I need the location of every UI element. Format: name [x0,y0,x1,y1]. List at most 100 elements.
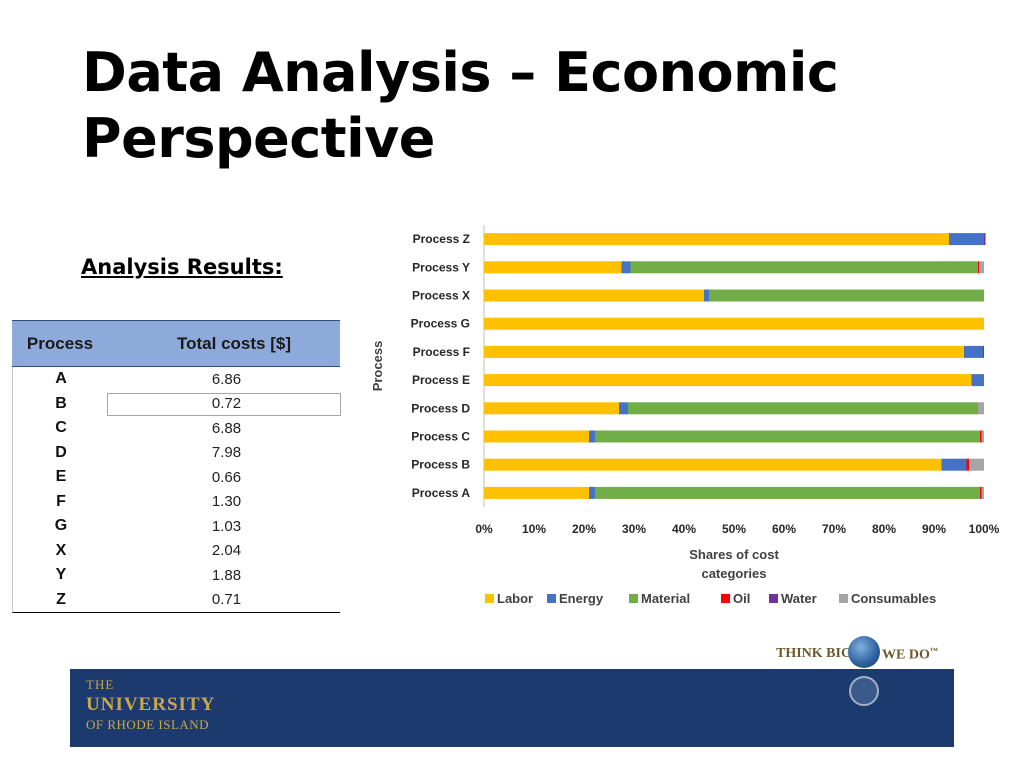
selected-cell-outline[interactable] [107,392,341,416]
x-tick-label: 80% [872,522,896,536]
category-label: Process Z [413,232,470,246]
x-tick-label: 100% [969,522,1000,536]
bar-segment-material [595,430,980,443]
process-cell: E [55,468,67,486]
legend-label: Water [781,591,817,606]
cost-cell: 0.66 [211,468,242,486]
bar-segment-labor [484,345,964,358]
legend-swatch [547,594,556,603]
bar-segment-energy [964,345,983,358]
bar-segment-labor [484,374,972,387]
legend-swatch [629,594,638,603]
category-label: Process B [411,458,470,472]
bar-segment-energy [619,402,628,415]
process-cell: Z [56,590,66,608]
footer-banner: THE UNIVERSITY OF RHODE ISLAND [70,669,954,747]
bar-segment-labor [484,458,942,471]
bar-segment-labor [484,289,704,302]
table-row: Y 1.88 [13,563,340,588]
table-row: F 1.30 [13,490,340,515]
globe-icon [848,636,880,668]
university-seal-icon [849,676,879,706]
tagline-trademark: ™ [929,646,938,655]
bar-segment-consumables [981,430,984,443]
legend-swatch [721,594,730,603]
tagline-we-do: WE DO [882,647,930,663]
cost-cell: 0.72 [211,395,242,413]
header-process: Process [26,333,94,353]
legend-label: Labor [497,591,533,606]
table-header: Process Total costs [$] [12,320,340,367]
process-cell: G [54,517,68,535]
table-row: X 2.04 [13,539,340,564]
x-tick-label: 90% [922,522,946,536]
y-axis-title: Process [370,341,385,392]
category-label: Process F [413,345,470,359]
bar-segment-material [595,486,980,499]
x-tick-label: 70% [822,522,846,536]
bar-segment-labor [484,317,984,330]
legend-swatch [839,594,848,603]
logo-line-university: UNIVERSITY [86,694,216,715]
bar-segment-oil [978,261,979,274]
bar-segment-labor [484,430,589,443]
bar-segment-labor [484,233,949,246]
x-tick-label: 10% [522,522,546,536]
bar-segment-water [981,486,982,499]
cost-cell: 7.98 [211,444,242,462]
logo-line-rhode-island: OF RHODE ISLAND [86,717,210,732]
cost-cell: 1.03 [211,517,242,535]
legend-swatch [769,594,778,603]
table-row: B 0.72 [13,392,341,417]
legend-label: Oil [733,591,750,606]
x-tick-label: 40% [672,522,696,536]
x-axis-title: Shares of cost [689,547,779,562]
x-tick-label: 50% [722,522,746,536]
slide-title: Data Analysis – Economic Perspective [82,41,839,170]
bar-segment-energy [949,233,984,246]
table-row: Z 0.71 [13,588,340,613]
logo-line-the: THE [86,677,115,692]
cost-cell: 1.30 [211,493,242,511]
cost-shares-chart: Process Z Process Y Process X Process G Proc… [370,225,1000,606]
bar-segment-labor [484,486,589,499]
process-cell: D [55,443,67,461]
total-costs-table: Process Total costs [$] A 6.86 B 0.72 C 6.8… [12,320,341,613]
x-tick-label: 60% [772,522,796,536]
bar-segment-labor [484,402,619,415]
bar-segment-energy [589,486,595,499]
bar-segment-energy [971,374,984,387]
cost-cell: 0.71 [211,591,242,609]
cost-cell: 6.88 [211,419,242,437]
bar-segment-energy [589,430,595,443]
bar-segment-water [983,345,984,358]
bar-segment-material [709,289,984,302]
x-axis-title: categories [701,566,766,581]
x-tick-label: 30% [622,522,646,536]
university-logo: THE UNIVERSITY OF RHODE ISLAND [86,677,215,733]
process-cell: C [55,419,67,437]
tagline-think-big: THINK BIG [776,646,852,661]
bar-segment-energy [941,458,967,471]
category-label: Process Y [412,260,470,274]
category-label: Process C [411,430,470,444]
category-label: Process X [412,289,470,303]
bar-segment-consumables [981,486,984,499]
legend-label: Material [641,591,690,606]
table-row: G 1.03 [13,514,340,539]
table-row: E 0.66 [13,465,340,490]
table-row: D 7.98 [13,441,340,466]
cost-cell: 1.88 [211,566,242,584]
bar-segment-material [630,261,978,274]
x-tick-label: 20% [572,522,596,536]
cost-cell: 6.86 [211,370,242,388]
bar-segment-consumables [978,402,984,415]
bar-segment-energy [621,261,631,274]
process-cell: A [55,370,67,388]
process-cell: X [55,541,67,559]
category-label: Process D [411,401,470,415]
table-row: C 6.88 [13,416,340,441]
cost-cell: 2.04 [211,542,242,560]
category-label: Process E [412,373,470,387]
process-cell: F [56,492,66,510]
